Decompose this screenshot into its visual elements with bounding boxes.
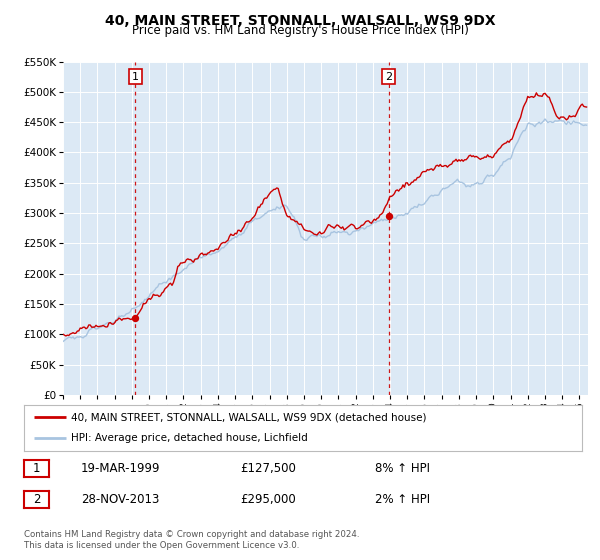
Text: HPI: Average price, detached house, Lichfield: HPI: Average price, detached house, Lich… <box>71 433 308 444</box>
Point <box>131 313 140 322</box>
Text: 19-MAR-1999: 19-MAR-1999 <box>81 462 161 475</box>
Text: 2: 2 <box>385 72 392 82</box>
Text: £295,000: £295,000 <box>240 493 296 506</box>
Text: 40, MAIN STREET, STONNALL, WALSALL, WS9 9DX (detached house): 40, MAIN STREET, STONNALL, WALSALL, WS9 … <box>71 412 427 422</box>
Point <box>384 212 394 221</box>
Text: 40, MAIN STREET, STONNALL, WALSALL, WS9 9DX: 40, MAIN STREET, STONNALL, WALSALL, WS9 … <box>104 14 496 28</box>
Text: 2% ↑ HPI: 2% ↑ HPI <box>375 493 430 506</box>
Text: £127,500: £127,500 <box>240 462 296 475</box>
Text: 1: 1 <box>132 72 139 82</box>
Text: This data is licensed under the Open Government Licence v3.0.: This data is licensed under the Open Gov… <box>24 541 299 550</box>
Text: 8% ↑ HPI: 8% ↑ HPI <box>375 462 430 475</box>
Text: Contains HM Land Registry data © Crown copyright and database right 2024.: Contains HM Land Registry data © Crown c… <box>24 530 359 539</box>
Text: 1: 1 <box>33 462 40 475</box>
Text: 28-NOV-2013: 28-NOV-2013 <box>81 493 160 506</box>
Text: 2: 2 <box>33 493 40 506</box>
Text: Price paid vs. HM Land Registry's House Price Index (HPI): Price paid vs. HM Land Registry's House … <box>131 24 469 37</box>
